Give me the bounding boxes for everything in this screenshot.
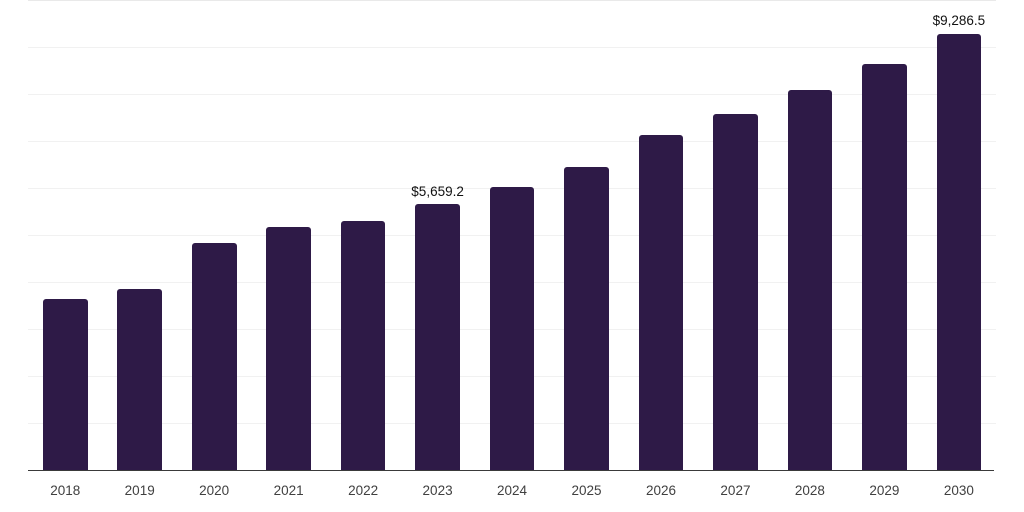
x-tick-2025: 2025	[571, 483, 602, 498]
bar-2026	[638, 135, 684, 470]
bar-group-2021	[251, 0, 325, 470]
bar-2025	[564, 166, 609, 470]
plot-area: $5,659.2 $9,286.5	[28, 0, 996, 471]
bar-2021	[266, 227, 311, 470]
bar-2030	[936, 33, 982, 470]
bar-2023	[415, 204, 460, 470]
x-axis-line	[28, 469, 994, 471]
x-tick-2026: 2026	[645, 483, 676, 498]
x-tick-2020: 2020	[199, 483, 230, 498]
bar-group-2019	[102, 0, 176, 470]
bar-2029	[862, 64, 907, 470]
bar-group-2028	[773, 0, 847, 470]
bars-row: $5,659.2 $9,286.5	[28, 0, 996, 470]
bar-2020	[191, 243, 237, 470]
x-tick-2024: 2024	[497, 483, 528, 498]
bar-group-2025	[549, 0, 623, 470]
bar-group-2027	[698, 0, 772, 470]
bar-group-2026	[624, 0, 698, 470]
x-axis-tick-labels: 2018 2019 2020 2021 2022 2023 2024 2025 2026 2027…	[28, 470, 996, 512]
bar-group-2022	[326, 0, 400, 470]
bar-group-2030: $9,286.5	[922, 0, 996, 470]
x-tick-2023: 2023	[422, 483, 453, 498]
bar-2027	[713, 114, 758, 470]
bar-group-2020	[177, 0, 251, 470]
x-tick-2022: 2022	[348, 483, 379, 498]
bar-group-2024	[475, 0, 549, 470]
x-tick-2029: 2029	[869, 483, 900, 498]
x-tick-2019: 2019	[124, 483, 155, 498]
data-label-2023: $5,659.2	[411, 183, 464, 199]
bar-2019	[117, 288, 163, 470]
bar-group-2018	[28, 0, 102, 470]
data-label-2030: $9,286.5	[932, 13, 986, 29]
x-tick-2030: 2030	[943, 483, 974, 498]
bar-2028	[787, 90, 833, 470]
bar-2018	[42, 299, 88, 470]
bar-group-2023: $5,659.2	[400, 0, 474, 470]
bar-2022	[340, 221, 386, 470]
bar-2024	[489, 187, 535, 470]
x-tick-2021: 2021	[273, 483, 304, 498]
bar-group-2029	[847, 0, 921, 470]
x-tick-2028: 2028	[794, 483, 825, 498]
x-tick-2018: 2018	[50, 483, 81, 498]
x-tick-2027: 2027	[720, 483, 751, 498]
